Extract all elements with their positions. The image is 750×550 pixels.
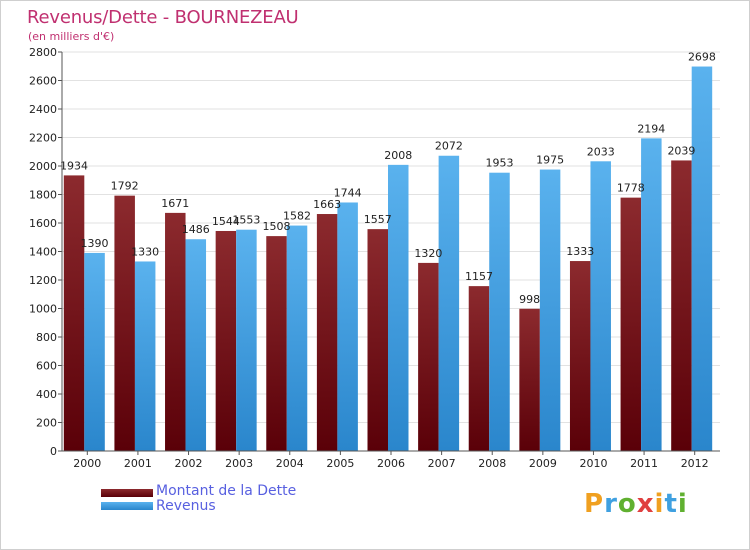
logo-letter: r: [604, 489, 618, 519]
chart-title: Revenus/Dette - BOURNEZEAU: [27, 7, 299, 28]
value-label-revenus-2009: 1975: [536, 154, 564, 167]
legend-label-revenus: Revenus: [156, 498, 216, 514]
value-label-revenus-2010: 2033: [587, 145, 615, 158]
y-tick-label: 400: [36, 388, 57, 401]
bar-revenus-2010: [590, 161, 611, 452]
y-tick-label: 0: [50, 445, 57, 458]
value-label-revenus-2004: 1582: [283, 210, 311, 223]
value-label-dette-2010: 1333: [566, 245, 594, 258]
value-label-dette-2012: 2039: [667, 144, 695, 157]
logo-letter: i: [654, 489, 665, 519]
bar-revenus-2008: [489, 172, 510, 451]
bar-revenus-2012: [691, 66, 713, 451]
value-label-revenus-2001: 1330: [131, 245, 159, 258]
x-tick-label: 2010: [579, 457, 607, 470]
logo-letter: P: [584, 489, 605, 519]
x-tick-label: 2000: [73, 457, 101, 470]
value-label-dette-2007: 1320: [414, 247, 442, 260]
bar-dette-2010: [569, 261, 591, 451]
chart-subtitle: (en milliers d'€): [28, 30, 115, 43]
bar-dette-2001: [114, 195, 135, 451]
x-tick-label: 2012: [681, 457, 709, 470]
bar-dette-2005: [316, 214, 338, 451]
bar-revenus-2004: [286, 225, 308, 451]
bar-revenus-2011: [641, 138, 662, 452]
value-label-dette-2001: 1792: [111, 180, 139, 193]
y-tick-label: 200: [36, 417, 57, 430]
logo-letter: t: [664, 489, 678, 519]
value-label-dette-2011: 1778: [617, 182, 645, 195]
logo-letter: x: [636, 489, 655, 519]
y-tick-label: 2400: [29, 103, 57, 116]
bar-dette-2004: [266, 236, 287, 451]
bar-revenus-2006: [388, 164, 409, 452]
x-tick-label: 2007: [428, 457, 456, 470]
bar-revenus-2002: [185, 239, 207, 451]
value-label-revenus-2003: 1553: [232, 214, 260, 227]
value-label-revenus-2002: 1486: [182, 223, 210, 236]
bar-dette-2009: [519, 308, 540, 451]
bar-dette-2002: [165, 212, 186, 451]
value-label-revenus-2012: 2698: [688, 51, 716, 64]
legend-swatch-dette: [101, 489, 153, 497]
y-tick-label: 2000: [29, 160, 57, 173]
x-tick-label: 2001: [124, 457, 152, 470]
x-tick-label: 2004: [276, 457, 304, 470]
logo-letter: i: [677, 489, 688, 519]
value-label-dette-2009: 998: [519, 293, 540, 306]
value-label-revenus-2007: 2072: [435, 140, 463, 153]
y-tick-label: 800: [36, 331, 57, 344]
value-label-dette-2003: 1544: [212, 215, 240, 228]
bar-dette-2003: [215, 230, 237, 451]
y-tick-label: 2200: [29, 132, 57, 145]
value-label-revenus-2000: 1390: [81, 237, 109, 250]
bar-revenus-2003: [236, 229, 257, 451]
y-tick-label: 2800: [29, 46, 57, 59]
y-tick-label: 2600: [29, 75, 57, 88]
value-label-revenus-2006: 2008: [384, 149, 412, 162]
x-tick-label: 2006: [377, 457, 405, 470]
bar-dette-2008: [468, 286, 490, 451]
bar-revenus-2005: [337, 202, 358, 451]
x-tick-label: 2009: [529, 457, 557, 470]
y-tick-label: 1800: [29, 189, 57, 202]
bar-dette-2007: [418, 262, 439, 451]
y-tick-label: 1600: [29, 217, 57, 230]
value-label-dette-2008: 1157: [465, 270, 493, 283]
value-label-revenus-2005: 1744: [334, 186, 362, 199]
x-tick-label: 2003: [225, 457, 253, 470]
proxiti-logo: Proxiti: [584, 489, 688, 519]
bar-dette-2006: [367, 229, 388, 451]
value-label-dette-2002: 1671: [161, 197, 189, 210]
bar-dette-2012: [671, 160, 692, 451]
legend-label-dette: Montant de la Dette: [156, 483, 297, 499]
y-tick-label: 600: [36, 360, 57, 373]
value-label-dette-2005: 1663: [313, 198, 341, 211]
logo-letter: o: [617, 489, 637, 519]
value-label-dette-2006: 1557: [364, 213, 392, 226]
axis-layer: 0 200 400 600 800 1000 1200 1400 1600 1800 2000 220…: [29, 46, 720, 470]
bar-revenus-2007: [438, 155, 460, 452]
y-tick-label: 1200: [29, 274, 57, 287]
bar-dette-2011: [620, 197, 642, 451]
bar-dette-2000: [63, 175, 85, 451]
bar-revenus-2009: [539, 169, 561, 451]
bar-revenus-2001: [134, 261, 156, 451]
value-label-revenus-2008: 1953: [485, 157, 513, 170]
x-tick-label: 2008: [478, 457, 506, 470]
y-tick-label: 1000: [29, 303, 57, 316]
bar-revenus-2000: [84, 252, 105, 451]
bar-layer: [63, 66, 713, 452]
x-tick-label: 2005: [326, 457, 354, 470]
value-label-dette-2004: 1508: [263, 220, 291, 233]
y-tick-label: 1400: [29, 246, 57, 259]
x-tick-label: 2002: [175, 457, 203, 470]
legend-swatch-revenus: [101, 502, 153, 510]
x-tick-label: 2011: [630, 457, 658, 470]
value-label-revenus-2011: 2194: [637, 122, 665, 135]
value-label-dette-2000: 1934: [60, 159, 88, 172]
